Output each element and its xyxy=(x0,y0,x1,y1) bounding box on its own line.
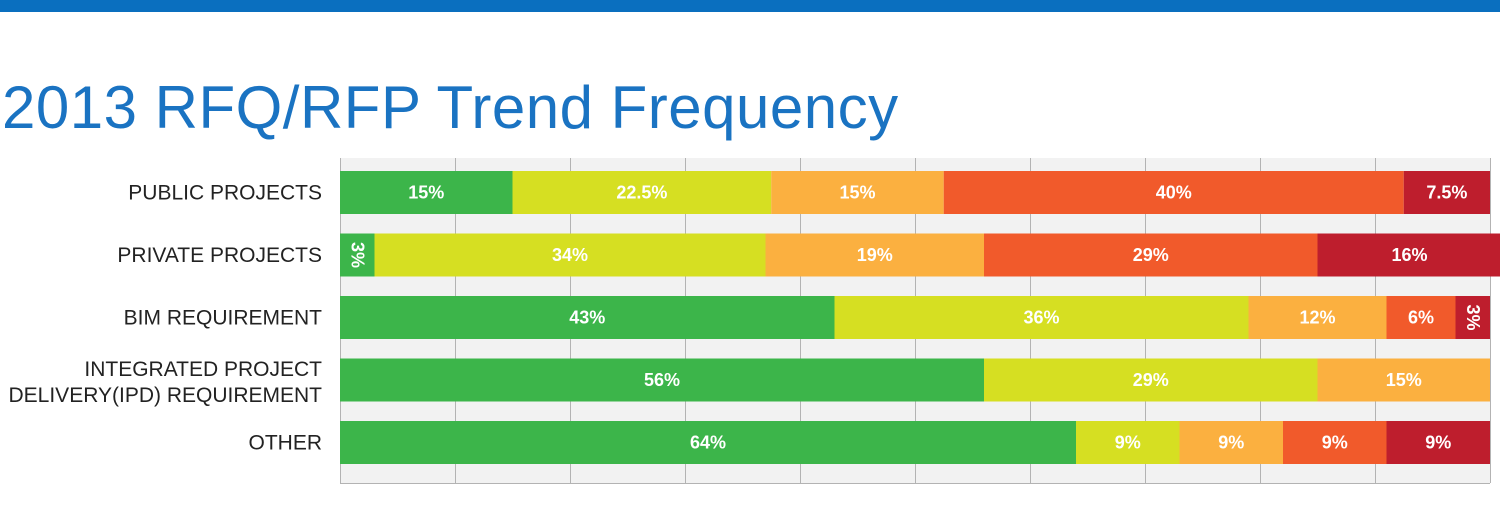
bar-segment xyxy=(340,233,375,277)
data-label: 6% xyxy=(1408,308,1434,328)
data-label: 7.5% xyxy=(1426,183,1467,203)
bar-segment xyxy=(340,421,1076,464)
data-label: 9% xyxy=(1115,433,1141,453)
category-label: INTEGRATED PROJECT DELIVERY(IPD) REQUIREM… xyxy=(9,358,323,407)
bar-segment xyxy=(984,358,1318,402)
bar-segment xyxy=(771,171,944,214)
data-label: 16% xyxy=(1391,245,1427,265)
category-label: PUBLIC PROJECTS xyxy=(128,182,322,205)
data-label: 15% xyxy=(839,183,875,203)
bar-segment xyxy=(340,358,984,402)
bar-segment xyxy=(1317,358,1490,402)
data-label: 29% xyxy=(1133,245,1169,265)
chart-svg: PUBLIC PROJECTS 15% 22.5% 15% 40% 7.5% PRIVATE… xyxy=(9,158,1500,484)
data-label: 22.5% xyxy=(616,183,667,203)
bar-segment xyxy=(1403,171,1490,214)
data-label: 3% xyxy=(1463,304,1483,330)
bar-segment xyxy=(765,233,984,277)
category-label: OTHER xyxy=(249,432,323,455)
bar-segment xyxy=(1076,421,1180,464)
bar-segment xyxy=(374,233,766,277)
data-label: 34% xyxy=(552,245,588,265)
data-label: 9% xyxy=(1218,433,1244,453)
data-label: 64% xyxy=(690,433,726,453)
bar-segment xyxy=(1248,296,1387,339)
bar-segment xyxy=(1386,421,1490,464)
data-label: 56% xyxy=(644,370,680,390)
chart-title: 2013 RFQ/RFP Trend Frequency xyxy=(2,74,899,142)
data-label: 19% xyxy=(857,245,893,265)
data-label: 40% xyxy=(1156,183,1192,203)
data-label: 9% xyxy=(1322,433,1348,453)
data-label: 15% xyxy=(408,183,444,203)
bar-segment xyxy=(834,296,1249,339)
bar-segment xyxy=(340,296,835,339)
bar-segment xyxy=(1386,296,1456,339)
data-label: 29% xyxy=(1133,370,1169,390)
data-label: 3% xyxy=(347,242,367,268)
bar-segment xyxy=(1283,421,1387,464)
bar-segment xyxy=(1179,421,1283,464)
bar-segment xyxy=(1455,296,1490,339)
bar-segment xyxy=(1317,233,1500,277)
bar-segment xyxy=(340,171,513,214)
data-label: 43% xyxy=(569,308,605,328)
stacked-bar-chart: PUBLIC PROJECTS 15% 22.5% 15% 40% 7.5% PRIVATE… xyxy=(0,150,1500,490)
bar-segment xyxy=(943,171,1404,214)
data-label: 15% xyxy=(1386,370,1422,390)
bar-segment xyxy=(984,233,1318,277)
data-label: 36% xyxy=(1023,308,1059,328)
category-label: BIM REQUIREMENT xyxy=(124,307,323,330)
top-accent-bar xyxy=(0,0,1500,12)
data-label: 12% xyxy=(1299,308,1335,328)
category-label: PRIVATE PROJECTS xyxy=(117,244,322,267)
bar-segment xyxy=(512,171,772,214)
data-label: 9% xyxy=(1425,433,1451,453)
